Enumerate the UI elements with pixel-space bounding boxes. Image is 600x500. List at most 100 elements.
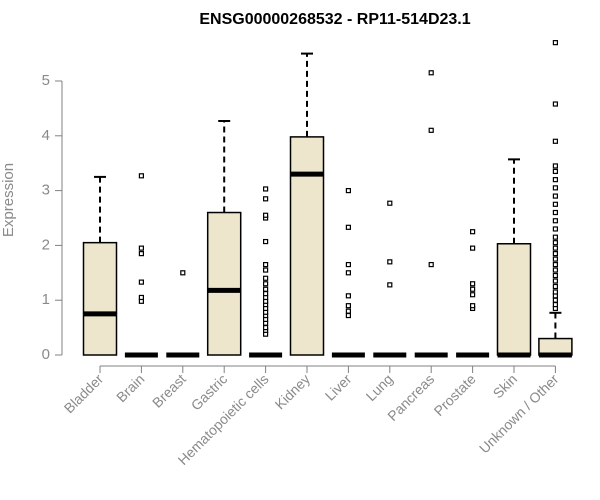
outlier-point <box>263 286 269 292</box>
outlier-point <box>263 325 269 331</box>
outlier-point <box>552 297 559 303</box>
outlier-point <box>428 261 434 268</box>
y-tick-label: 1 <box>42 291 50 308</box>
outlier-point <box>138 245 144 251</box>
outlier-point <box>552 226 559 232</box>
box-brain <box>124 173 158 358</box>
box-kidney <box>289 52 325 356</box>
outlier-point <box>552 185 559 191</box>
box-body <box>82 241 118 356</box>
y-tick-label: 4 <box>42 127 50 144</box>
outlier-point <box>552 101 559 107</box>
box-gastric <box>206 120 242 356</box>
outlier-point <box>263 196 269 202</box>
outlier-point <box>138 294 144 301</box>
outlier-point <box>552 278 559 284</box>
outlier-point <box>552 240 559 246</box>
outlier-point <box>387 200 393 206</box>
x-tick-label: Lung <box>363 371 396 404</box>
outlier-point <box>552 245 559 251</box>
outlier-point <box>345 261 351 268</box>
box-liver <box>331 188 365 358</box>
x-tick-label: Liver <box>322 371 355 404</box>
outlier-point <box>552 163 559 169</box>
outlier-point <box>470 303 476 309</box>
outlier-point <box>387 259 393 265</box>
outlier-point <box>552 209 559 216</box>
outlier-point <box>552 301 559 308</box>
outlier-point <box>552 201 559 207</box>
outlier-point <box>552 256 559 262</box>
x-tick-label: Bladder <box>61 371 107 417</box>
box-lung <box>373 200 407 358</box>
outlier-point <box>345 188 351 194</box>
outlier-point <box>345 308 351 314</box>
outlier-point <box>263 212 269 218</box>
box-skin <box>496 158 532 358</box>
outlier-point <box>180 270 186 276</box>
outlier-point <box>552 193 559 199</box>
outlier-point <box>138 279 144 285</box>
outlier-point <box>263 186 269 192</box>
box-hematopoietic-cells <box>249 186 283 358</box>
x-tick-label: Brain <box>113 371 147 405</box>
x-tick-label: Skin <box>490 371 521 402</box>
y-tick-label: 5 <box>42 72 50 89</box>
outlier-point <box>552 267 559 273</box>
x-tick-label: Kidney <box>272 371 314 413</box>
outlier-point <box>428 70 434 76</box>
axes: 0 1 2 3 4 5 <box>42 72 556 373</box>
box-breast <box>166 270 200 358</box>
outlier-point <box>428 127 434 133</box>
outlier-point <box>470 286 476 292</box>
outlier-point <box>345 270 351 276</box>
y-tick-label: 2 <box>42 236 50 253</box>
outlier-point <box>470 292 476 298</box>
outlier-point <box>263 275 269 281</box>
outlier-point <box>263 281 269 287</box>
outlier-point <box>552 138 559 144</box>
y-tick-label: 0 <box>42 346 50 363</box>
y-axis-label: Expression <box>0 163 17 237</box>
outlier-point <box>552 272 559 279</box>
outlier-point <box>552 177 559 183</box>
outlier-point <box>552 40 559 46</box>
outlier-point <box>470 245 476 251</box>
chart-title: ENSG00000268532 - RP11-514D23.1 <box>199 11 470 28</box>
outlier-point <box>387 282 393 288</box>
outlier-point <box>263 267 269 273</box>
outlier-point <box>263 261 269 268</box>
outlier-point <box>470 229 476 235</box>
outlier-point <box>263 291 269 297</box>
outlier-point <box>552 283 559 290</box>
box-body <box>206 211 242 356</box>
box-series <box>82 40 573 358</box>
outlier-point <box>345 224 351 230</box>
box-pancreas <box>414 70 448 358</box>
outlier-point <box>552 289 559 295</box>
box-body <box>289 136 325 356</box>
x-tick-label: Unknown / Other <box>476 371 562 457</box>
outlier-point <box>345 312 351 319</box>
box-unknown-other <box>538 40 573 358</box>
outlier-point <box>552 168 559 175</box>
outlier-point <box>345 303 351 309</box>
box-bladder <box>82 175 118 356</box>
outlier-point <box>263 238 269 245</box>
outlier-point <box>552 218 559 224</box>
outlier-point <box>470 281 476 287</box>
box-body <box>496 243 532 356</box>
outlier-point <box>552 251 559 257</box>
outlier-point <box>345 293 351 299</box>
y-tick-label: 3 <box>42 182 50 199</box>
outlier-point <box>138 173 144 179</box>
outlier-point <box>552 234 559 240</box>
x-tick-label: Prostate <box>431 371 479 419</box>
box-prostate <box>456 229 490 358</box>
x-tick-label: Breast <box>149 371 189 411</box>
outlier-point <box>552 261 559 268</box>
outlier-point <box>138 251 144 257</box>
